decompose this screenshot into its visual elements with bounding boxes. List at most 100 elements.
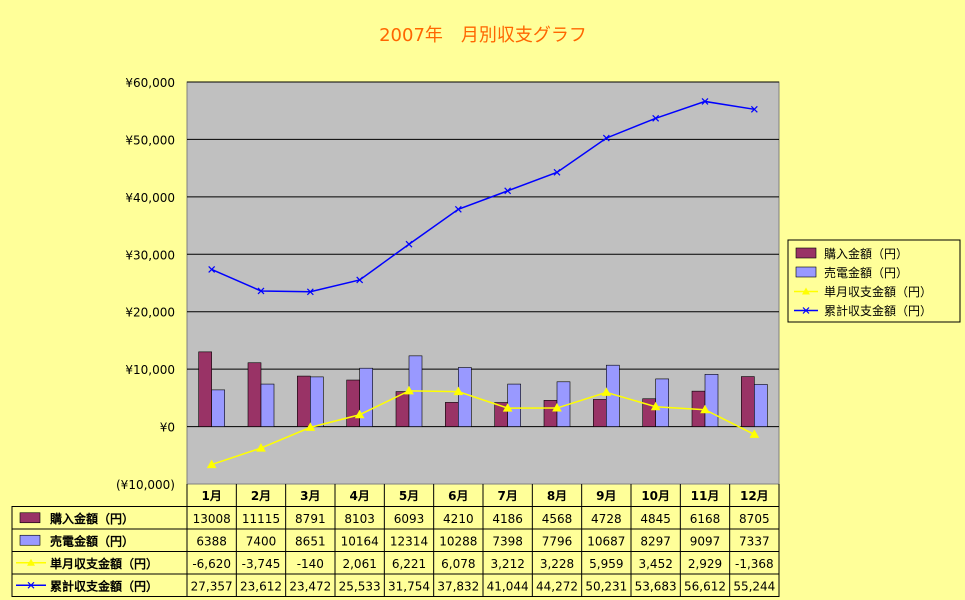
bar-purchase — [198, 351, 212, 427]
legend-label: 購入金額（円） — [824, 246, 908, 261]
point-cumulative — [454, 205, 462, 213]
bar-sale — [754, 384, 768, 427]
x-tick-label: 4月 — [349, 489, 369, 503]
x-tick-label: 9月 — [596, 489, 616, 503]
table-cell: 10288 — [439, 534, 477, 548]
table-cell: 44,272 — [536, 579, 578, 593]
table-cell: 6388 — [196, 534, 227, 548]
table-cell: 2,061 — [342, 557, 376, 571]
table-cell: 23,472 — [289, 579, 331, 593]
table-cell: 6,221 — [392, 557, 426, 571]
point-cumulative — [208, 266, 216, 273]
table-row-swatch — [19, 534, 41, 546]
table-cell: -140 — [297, 557, 324, 571]
table-cell: 7796 — [542, 534, 573, 548]
bar-sale — [260, 383, 275, 427]
table-cell: 50,231 — [585, 579, 627, 593]
bar-sale — [704, 374, 719, 427]
legend-box — [787, 239, 961, 323]
bar-sale — [310, 376, 324, 427]
point-monthly — [749, 429, 760, 438]
table-cell: 10164 — [341, 534, 379, 548]
table-cell: 25,533 — [339, 579, 381, 593]
table-cell: 31,754 — [388, 579, 430, 593]
table-row-swatch — [19, 512, 41, 524]
y-tick-label: ¥10,000 — [125, 363, 175, 377]
y-tick-label: ¥60,000 — [125, 76, 175, 90]
bar-purchase — [593, 399, 607, 427]
x-tick-label: 6月 — [448, 489, 468, 503]
table-cell: 3,228 — [540, 557, 574, 571]
table-cell: 5,959 — [589, 557, 623, 571]
chart-title: 2007年 月別収支グラフ — [379, 25, 587, 46]
legend-label: 単月収支金額（円） — [824, 284, 932, 299]
table-row-marker — [27, 558, 35, 566]
table-cell: 6,078 — [441, 557, 475, 571]
bar-purchase — [445, 402, 459, 427]
x-tick-label: 5月 — [399, 489, 419, 503]
point-cumulative — [306, 288, 314, 296]
table-row-label: 売電金額（円） — [50, 533, 134, 548]
y-tick-label: (¥10,000) — [116, 478, 175, 492]
point-cumulative — [701, 98, 709, 105]
table-cell: -1,368 — [735, 557, 774, 571]
point-monthly — [404, 385, 414, 395]
table-cell: 7398 — [492, 534, 523, 548]
point-monthly — [601, 387, 612, 396]
point-monthly — [502, 403, 513, 412]
table-cell: 8705 — [739, 512, 770, 526]
table-cell: 4210 — [443, 512, 474, 526]
table-row-label: 単月収支金額（円） — [50, 556, 158, 571]
x-tick-label: 8月 — [547, 489, 567, 503]
table-cell: 53,683 — [635, 579, 677, 593]
y-tick-label: ¥40,000 — [125, 191, 175, 205]
table-cell: 2,929 — [688, 557, 722, 571]
table-cell: 13008 — [193, 512, 231, 526]
table-cell: 7337 — [739, 534, 770, 548]
bar-sale — [211, 389, 225, 427]
legend: 購入金額（円） 売電金額（円） 単月収支金額（円） 累計収支金額（円） — [787, 239, 961, 323]
table-cell: 55,244 — [733, 579, 775, 593]
table-cell: 41,044 — [487, 579, 529, 593]
series-line-3 — [211, 100, 755, 293]
point-monthly — [650, 401, 661, 411]
bar-sale — [507, 383, 521, 427]
table-cell: 12314 — [390, 534, 428, 548]
table-cell: 6093 — [394, 512, 425, 526]
x-tick-label: 7月 — [497, 489, 517, 503]
plot-area: ¥60,000 ¥50,000 ¥40,000 ¥30,000 ¥20,000 ¥10,0… — [116, 76, 780, 492]
table-cell: 10687 — [587, 534, 625, 548]
table-cell: 37,832 — [437, 579, 479, 593]
table-cell: 4845 — [640, 512, 671, 526]
table-cell: 4186 — [492, 512, 523, 526]
table-cell: 8297 — [640, 534, 671, 548]
y-tick-label: ¥30,000 — [125, 248, 175, 262]
bar-purchase — [297, 375, 311, 427]
table-cell: 4728 — [591, 512, 622, 526]
table-cell: -3,745 — [242, 557, 281, 571]
point-cumulative — [602, 134, 610, 142]
table-cell: 8651 — [295, 534, 326, 548]
point-cumulative — [405, 240, 413, 248]
table-cell: 9097 — [690, 534, 721, 548]
point-monthly — [305, 422, 316, 431]
point-cumulative — [652, 114, 660, 122]
point-monthly — [700, 404, 710, 414]
bar-purchase — [247, 362, 262, 427]
table-cell: 7400 — [246, 534, 277, 548]
point-monthly — [552, 403, 562, 412]
bar-sale — [359, 367, 373, 427]
y-tick-label: ¥20,000 — [125, 306, 175, 320]
table-cell: 23,612 — [240, 579, 282, 593]
point-monthly — [256, 443, 266, 452]
legend-swatch — [795, 266, 817, 278]
table-cell: 11115 — [242, 512, 280, 526]
x-tick-label: 11月 — [691, 489, 720, 503]
series-line-2 — [211, 390, 755, 466]
x-tick-label: 12月 — [740, 489, 769, 503]
table-cell: -6,620 — [192, 557, 231, 571]
table-cell: 27,357 — [191, 579, 233, 593]
bar-purchase — [346, 379, 360, 427]
